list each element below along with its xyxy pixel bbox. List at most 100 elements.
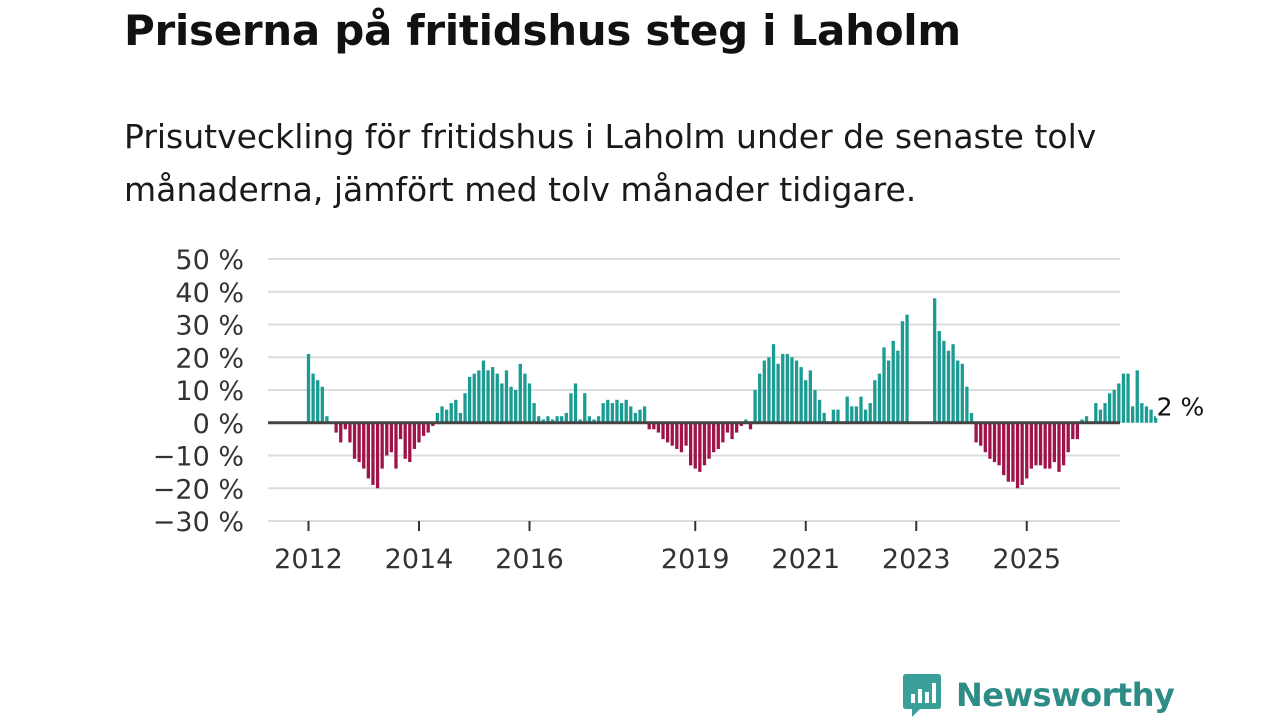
bar: [1154, 416, 1158, 423]
bar: [454, 399, 458, 423]
bar: [739, 422, 743, 427]
bar: [1029, 422, 1034, 469]
bar: [412, 422, 417, 449]
bar: [1025, 422, 1029, 479]
bar: [610, 403, 615, 423]
bar: [352, 422, 357, 459]
bar: [458, 412, 463, 423]
bar: [836, 409, 840, 423]
newsworthy-logo[interactable]: Newsworthy: [902, 672, 1175, 718]
bar: [564, 412, 568, 423]
bar: [790, 357, 794, 423]
bar: [854, 406, 859, 423]
bar: [693, 422, 697, 469]
bar: [675, 422, 679, 449]
bar: [1075, 422, 1080, 440]
bar: [486, 370, 490, 423]
bar: [698, 422, 702, 472]
bar: [1149, 409, 1153, 423]
bar: [992, 422, 997, 463]
bar: [523, 373, 527, 423]
bar: [596, 416, 601, 423]
bar: [394, 422, 398, 469]
bar: [357, 422, 361, 463]
bar: [1066, 422, 1070, 453]
bar: [601, 403, 605, 423]
y-tick-label: −30 %: [153, 507, 244, 538]
bar: [311, 373, 315, 423]
bar: [712, 422, 716, 453]
bar: [592, 419, 596, 423]
bar: [721, 422, 725, 443]
bar: [1020, 422, 1024, 485]
bar: [1098, 409, 1103, 423]
bar: [771, 344, 776, 423]
bar: [817, 399, 822, 423]
x-tick-label: 2023: [882, 544, 951, 575]
bar: [491, 367, 495, 423]
bar: [514, 390, 518, 423]
bar: [343, 422, 347, 430]
bar: [541, 419, 545, 423]
bar: [758, 373, 762, 423]
bar: [946, 350, 951, 423]
bar: [753, 390, 757, 423]
bar: [408, 422, 412, 463]
bar: [730, 422, 734, 440]
bar: [440, 406, 444, 423]
y-tick-label: 20 %: [175, 343, 244, 374]
bar: [716, 422, 720, 449]
bar: [1117, 383, 1121, 423]
x-tick-label: 2019: [661, 544, 730, 575]
bar: [463, 393, 467, 423]
bar: [937, 331, 941, 423]
bar: [435, 412, 440, 423]
bar: [375, 422, 380, 489]
bar: [550, 419, 555, 423]
bar: [707, 422, 711, 459]
bar: [325, 416, 329, 423]
bar: [767, 357, 771, 423]
bar: [1011, 422, 1015, 482]
bar: [306, 353, 311, 423]
bar: [688, 422, 693, 466]
y-tick-label: 50 %: [175, 245, 244, 276]
bar: [776, 363, 780, 423]
chart-title: Priserna på fritidshus steg i Laholm: [124, 6, 961, 55]
bar: [702, 422, 707, 466]
latest-value-label: 2 %: [1157, 393, 1205, 422]
bar: [638, 409, 642, 423]
bar: [735, 422, 739, 433]
bar: [385, 422, 389, 456]
bar: [794, 360, 799, 423]
bar: [859, 396, 863, 423]
bar: [647, 422, 651, 430]
bar: [467, 376, 472, 423]
bar: [573, 383, 578, 423]
bar: [965, 386, 969, 423]
bar: [1057, 422, 1061, 472]
bar: [1140, 403, 1144, 423]
bar: [652, 422, 656, 430]
bar: [785, 353, 789, 423]
bar: [1015, 422, 1020, 489]
bar: [633, 412, 638, 423]
bar: [362, 422, 366, 469]
bar: [1048, 422, 1052, 469]
x-tick-label: 2025: [992, 544, 1061, 575]
bar: [320, 386, 324, 423]
logo-text: Newsworthy: [956, 676, 1175, 714]
bar: [1103, 403, 1107, 423]
bar: [380, 422, 384, 469]
bar: [905, 314, 909, 423]
bar: [799, 367, 803, 423]
bar: [518, 363, 522, 423]
bar: [587, 416, 592, 423]
bar: [886, 360, 891, 423]
bar: [642, 406, 647, 423]
bar: [684, 422, 688, 446]
bar: [951, 344, 955, 423]
bar: [316, 380, 320, 423]
bar: [1126, 373, 1130, 423]
bar: [661, 422, 665, 440]
